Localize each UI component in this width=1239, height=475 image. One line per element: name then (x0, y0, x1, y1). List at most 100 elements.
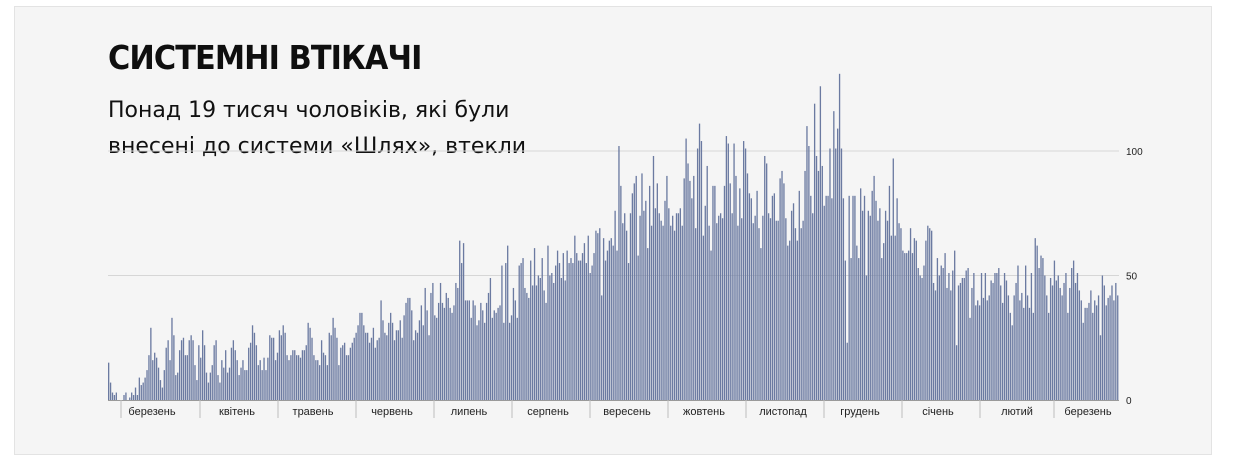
bar (664, 200, 666, 400)
bar (955, 345, 958, 400)
bar (207, 382, 210, 400)
bar (708, 225, 710, 400)
bar (242, 360, 244, 400)
bar (754, 215, 756, 400)
bar (982, 297, 985, 400)
bar (361, 312, 363, 400)
chart-subtitle: Понад 19 тисяч чоловіків, які були внесе… (108, 98, 527, 159)
bar (276, 352, 279, 400)
bar (188, 340, 190, 400)
bar (696, 148, 699, 400)
bar (777, 220, 779, 400)
bar (877, 220, 879, 400)
bar (1113, 300, 1115, 400)
x-tick-label: липень (451, 406, 488, 418)
bar (766, 163, 768, 400)
bar (363, 325, 365, 400)
bar (719, 213, 722, 400)
bar (921, 277, 923, 400)
bar (1038, 268, 1040, 400)
bar (1107, 297, 1109, 400)
chart-title: СИСТЕМНІ ВТІКАЧІ (108, 38, 422, 77)
bar (570, 258, 572, 400)
bar (1099, 335, 1102, 400)
bar (865, 275, 868, 400)
bar (539, 277, 541, 400)
bar (558, 263, 561, 400)
bar (194, 365, 196, 400)
bar (240, 367, 242, 400)
bar (132, 395, 135, 400)
bar (591, 265, 593, 400)
bar (691, 198, 693, 400)
bar (171, 317, 173, 400)
bar (589, 273, 591, 400)
bar (246, 370, 248, 400)
bar (764, 155, 766, 400)
bar (382, 320, 384, 400)
bar (495, 312, 497, 400)
bar (480, 302, 482, 400)
bars (108, 73, 1119, 401)
bar (405, 302, 407, 400)
bar (388, 322, 390, 400)
bar (787, 245, 789, 400)
bar (173, 335, 175, 400)
bar (1086, 307, 1088, 400)
bar (771, 195, 774, 400)
bar (1049, 277, 1052, 400)
bar (178, 350, 181, 400)
bar (401, 337, 403, 400)
bar (347, 355, 350, 400)
bar (871, 190, 873, 400)
bar (299, 357, 302, 400)
bar (374, 347, 376, 400)
bar (781, 170, 783, 400)
bar (484, 322, 486, 400)
bar (833, 111, 835, 400)
bar (1005, 280, 1008, 400)
bar (856, 245, 858, 400)
bar (950, 290, 952, 400)
bar (980, 273, 983, 400)
bar (685, 138, 687, 401)
bar (269, 335, 271, 400)
bar (952, 270, 954, 400)
bar (904, 253, 906, 400)
bar (643, 210, 645, 400)
bar (217, 375, 219, 400)
bar (366, 332, 369, 400)
bar (773, 193, 776, 400)
bar (319, 365, 321, 400)
bar (478, 320, 480, 400)
bar (687, 163, 689, 400)
y-tick-label: 50 (1126, 272, 1138, 283)
bar (1094, 300, 1096, 400)
bar (929, 228, 931, 400)
bar (852, 195, 854, 400)
bar (675, 213, 678, 400)
bar (482, 310, 484, 400)
bar (844, 260, 846, 400)
bar (767, 213, 770, 400)
bar (190, 335, 192, 400)
bar (641, 173, 643, 400)
bar (923, 265, 925, 400)
bar (146, 370, 148, 400)
bar (698, 123, 701, 401)
bar (654, 208, 657, 400)
bar (125, 392, 127, 400)
bar (436, 317, 438, 400)
bar (219, 382, 221, 400)
bar (1061, 295, 1063, 400)
bar (898, 223, 900, 400)
bar (541, 258, 543, 400)
bar (453, 305, 455, 400)
bar (505, 263, 507, 400)
bar (215, 340, 217, 400)
bar (996, 273, 998, 400)
bar (213, 345, 215, 400)
bar (710, 250, 712, 400)
bar (370, 337, 373, 400)
bar (1025, 265, 1027, 400)
